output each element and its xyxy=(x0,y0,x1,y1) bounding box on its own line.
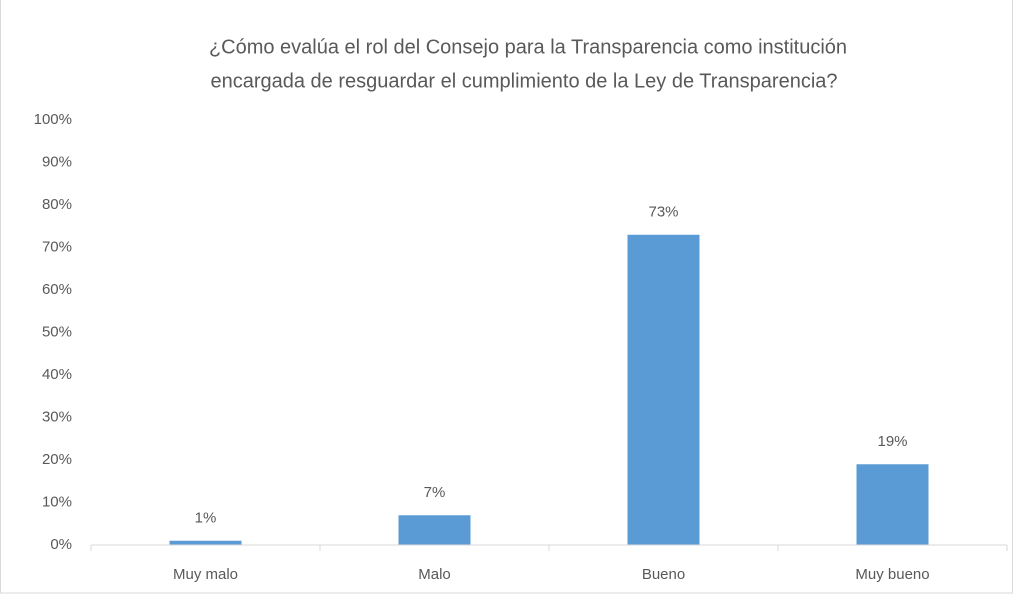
y-tick-label: 80% xyxy=(42,196,72,213)
chart-title: ¿Cómo evalúa el rol del Consejo para la … xyxy=(209,36,847,58)
y-tick-label: 50% xyxy=(42,323,72,340)
data-label: 19% xyxy=(877,433,907,450)
y-tick-label: 30% xyxy=(42,408,72,425)
y-tick-label: 90% xyxy=(42,153,72,170)
chart-title: encargada de resguardar el cumplimiento … xyxy=(210,70,837,92)
x-tick-label: Muy bueno xyxy=(855,566,929,583)
y-tick-label: 40% xyxy=(42,366,72,383)
x-tick-label: Bueno xyxy=(642,566,685,583)
x-tick-label: Malo xyxy=(418,566,451,583)
y-tick-label: 60% xyxy=(42,281,72,298)
data-label: 1% xyxy=(195,510,217,527)
y-tick-label: 100% xyxy=(34,111,72,128)
y-tick-label: 0% xyxy=(50,536,72,553)
x-tick-label: Muy malo xyxy=(173,566,238,583)
y-tick-label: 20% xyxy=(42,451,72,468)
bar xyxy=(856,464,929,545)
bar xyxy=(398,515,471,545)
data-label: 73% xyxy=(648,204,678,221)
y-tick-label: 70% xyxy=(42,238,72,255)
bar xyxy=(169,540,242,545)
bar xyxy=(627,234,700,545)
data-label: 7% xyxy=(424,484,446,501)
y-tick-label: 10% xyxy=(42,493,72,510)
